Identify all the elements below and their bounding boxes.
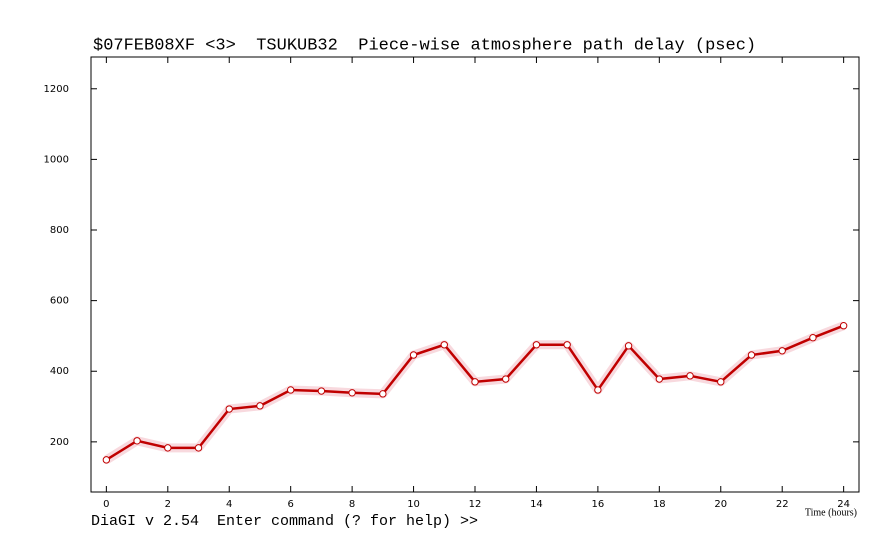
point	[778, 347, 786, 355]
point	[194, 444, 203, 452]
x-tick-label: 16	[592, 499, 605, 510]
line	[105, 324, 845, 461]
point	[256, 402, 264, 410]
point	[563, 341, 571, 349]
y-tick-label: 400	[50, 366, 69, 377]
x-tick-label: 18	[653, 499, 666, 510]
x-tick-label: 22	[776, 499, 789, 510]
x-tick-label: 10	[407, 499, 420, 510]
point	[102, 456, 111, 464]
x-tick-label: 4	[226, 499, 232, 510]
point	[471, 378, 479, 386]
x-tick-label: 0	[103, 499, 109, 510]
point	[164, 444, 172, 452]
point	[379, 390, 387, 398]
point	[809, 334, 817, 342]
chart-title: $07FEB08XF <3> TSUKUB32 Piece-wise atmos…	[93, 36, 756, 55]
point	[532, 341, 541, 349]
x-tick-label: 12	[469, 499, 482, 510]
x-tick-label: 20	[714, 499, 727, 510]
y-tick-label: 800	[50, 225, 69, 236]
x-tick-label: 14	[530, 499, 543, 510]
plot-frame	[90, 56, 860, 493]
point	[624, 342, 633, 350]
x-axis-label: Time (hours)	[805, 507, 857, 518]
point	[839, 321, 848, 330]
point	[225, 405, 233, 413]
line-halo	[103, 321, 846, 464]
point	[747, 351, 756, 359]
command-prompt: DiaGI v 2.54 Enter command (? for help) …	[91, 513, 478, 530]
point	[594, 386, 602, 394]
point	[440, 341, 448, 349]
point	[502, 375, 510, 383]
y-tick-label: 1000	[44, 154, 69, 165]
point	[409, 351, 418, 359]
point	[317, 387, 326, 395]
point	[655, 375, 664, 383]
y-tick-label: 200	[50, 437, 69, 448]
y-tick-label: 1200	[44, 84, 69, 95]
point	[286, 386, 295, 394]
x-tick-label: 6	[287, 499, 293, 510]
x-tick-label: 8	[349, 499, 355, 510]
point	[717, 378, 725, 386]
point	[348, 389, 356, 397]
point	[686, 372, 694, 380]
x-tick-label: 2	[165, 499, 171, 510]
x-tick-label: 24	[837, 499, 850, 510]
y-tick-label: 600	[50, 296, 69, 307]
point	[133, 437, 141, 445]
